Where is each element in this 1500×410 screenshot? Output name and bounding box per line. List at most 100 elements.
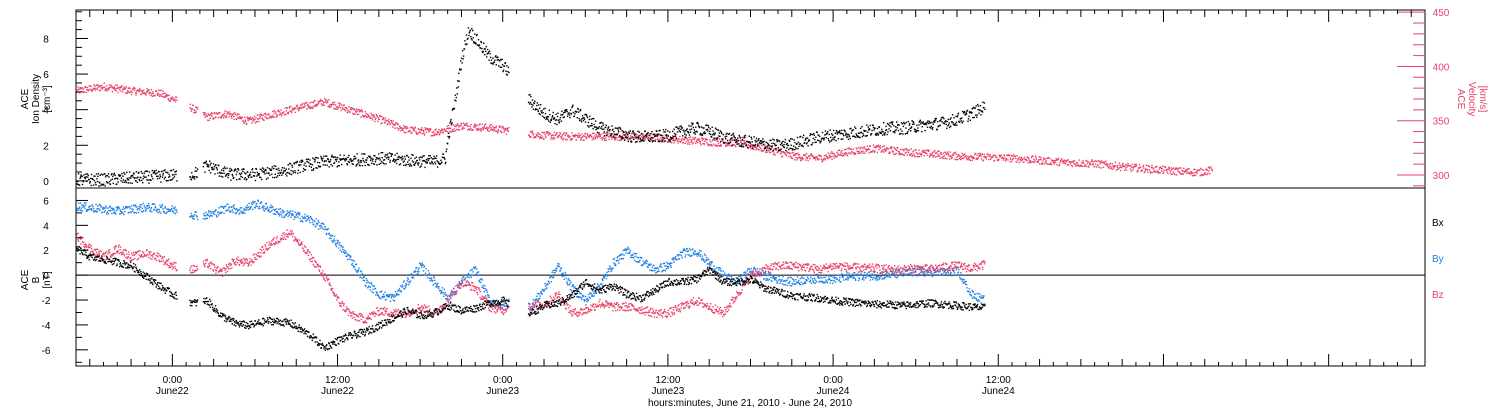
- velocity-point: [77, 86, 79, 88]
- density-point: [687, 132, 690, 134]
- velocity-point: [755, 149, 757, 151]
- by-point: [109, 210, 111, 212]
- by-point: [361, 274, 363, 276]
- by-point: [335, 244, 337, 246]
- velocity-point: [500, 131, 503, 134]
- velocity-point: [1098, 160, 1101, 163]
- velocity-point: [872, 149, 874, 152]
- velocity-point: [497, 128, 499, 131]
- velocity-point: [1016, 155, 1018, 157]
- velocity-point: [338, 105, 340, 107]
- density-point: [364, 164, 366, 167]
- by-point: [284, 215, 286, 218]
- velocity-point: [1190, 171, 1193, 173]
- density-point: [192, 177, 194, 179]
- density-point: [656, 130, 658, 133]
- by-point: [331, 234, 334, 237]
- velocity-point: [879, 146, 881, 149]
- velocity-point: [924, 152, 927, 154]
- density-point: [811, 143, 813, 146]
- velocity-point: [458, 126, 460, 128]
- velocity-point: [1182, 170, 1184, 172]
- density-point: [805, 137, 807, 139]
- density-point: [162, 174, 164, 176]
- by-point: [171, 205, 173, 207]
- velocity-point: [560, 137, 563, 140]
- density-point: [924, 122, 927, 124]
- density-point: [224, 175, 227, 177]
- density-point: [349, 159, 351, 161]
- density-point: [388, 156, 390, 158]
- by-point: [365, 277, 367, 280]
- velocity-point: [644, 137, 646, 139]
- velocity-point: [852, 148, 854, 150]
- density-point: [209, 164, 211, 166]
- density-point: [943, 117, 945, 120]
- density-point: [468, 34, 470, 37]
- density-point: [449, 120, 452, 122]
- velocity-point: [420, 128, 422, 131]
- velocity-point: [1159, 172, 1161, 174]
- velocity-point: [978, 154, 981, 156]
- density-point: [326, 155, 328, 157]
- velocity-point: [565, 138, 567, 141]
- velocity-point: [405, 131, 407, 134]
- density-point: [852, 135, 854, 137]
- density-point: [690, 128, 693, 130]
- velocity-point: [1118, 167, 1120, 169]
- velocity-point: [528, 135, 531, 137]
- velocity-point: [211, 115, 213, 117]
- density-point: [809, 134, 811, 137]
- density-point: [573, 115, 576, 117]
- velocity-point: [263, 113, 266, 115]
- by-point: [420, 263, 422, 266]
- density-point: [822, 138, 825, 140]
- density-point: [755, 137, 758, 140]
- density-point: [206, 163, 208, 165]
- velocity-point: [702, 142, 704, 145]
- by-point: [131, 208, 133, 210]
- density-point: [539, 107, 541, 109]
- velocity-point: [734, 145, 736, 147]
- density-point: [257, 173, 259, 175]
- velocity-point: [978, 155, 980, 157]
- velocity-point: [117, 91, 119, 94]
- density-point: [138, 171, 140, 174]
- density-point: [352, 160, 354, 162]
- velocity-point: [880, 151, 882, 153]
- density-point: [824, 130, 827, 132]
- by-point: [281, 216, 283, 218]
- density-point: [436, 166, 439, 168]
- velocity-point: [625, 137, 628, 139]
- by-point: [471, 268, 473, 271]
- density-point: [714, 132, 716, 134]
- velocity-point: [576, 134, 578, 136]
- velocity-point: [474, 126, 477, 128]
- velocity-point: [422, 129, 424, 131]
- velocity-point: [251, 122, 253, 124]
- density-point: [418, 157, 420, 159]
- density-point: [597, 127, 600, 130]
- velocity-point: [632, 136, 635, 139]
- by-point: [371, 284, 374, 287]
- by-point: [372, 292, 375, 294]
- velocity-point: [413, 127, 415, 130]
- velocity-point: [1017, 157, 1020, 160]
- velocity-point: [322, 100, 324, 103]
- velocity-point: [215, 116, 217, 118]
- density-point: [483, 48, 485, 50]
- density-point: [351, 163, 353, 165]
- velocity-point: [450, 131, 452, 133]
- density-point: [444, 162, 446, 165]
- velocity-point: [424, 127, 426, 129]
- by-point: [254, 201, 256, 203]
- by-point: [358, 267, 360, 269]
- by-point: [447, 295, 449, 298]
- velocity-point: [320, 100, 322, 102]
- density-point: [357, 160, 359, 162]
- density-point: [240, 172, 243, 174]
- density-point: [673, 128, 675, 130]
- velocity-point: [258, 114, 260, 116]
- density-point: [730, 134, 733, 136]
- by-point: [250, 206, 252, 208]
